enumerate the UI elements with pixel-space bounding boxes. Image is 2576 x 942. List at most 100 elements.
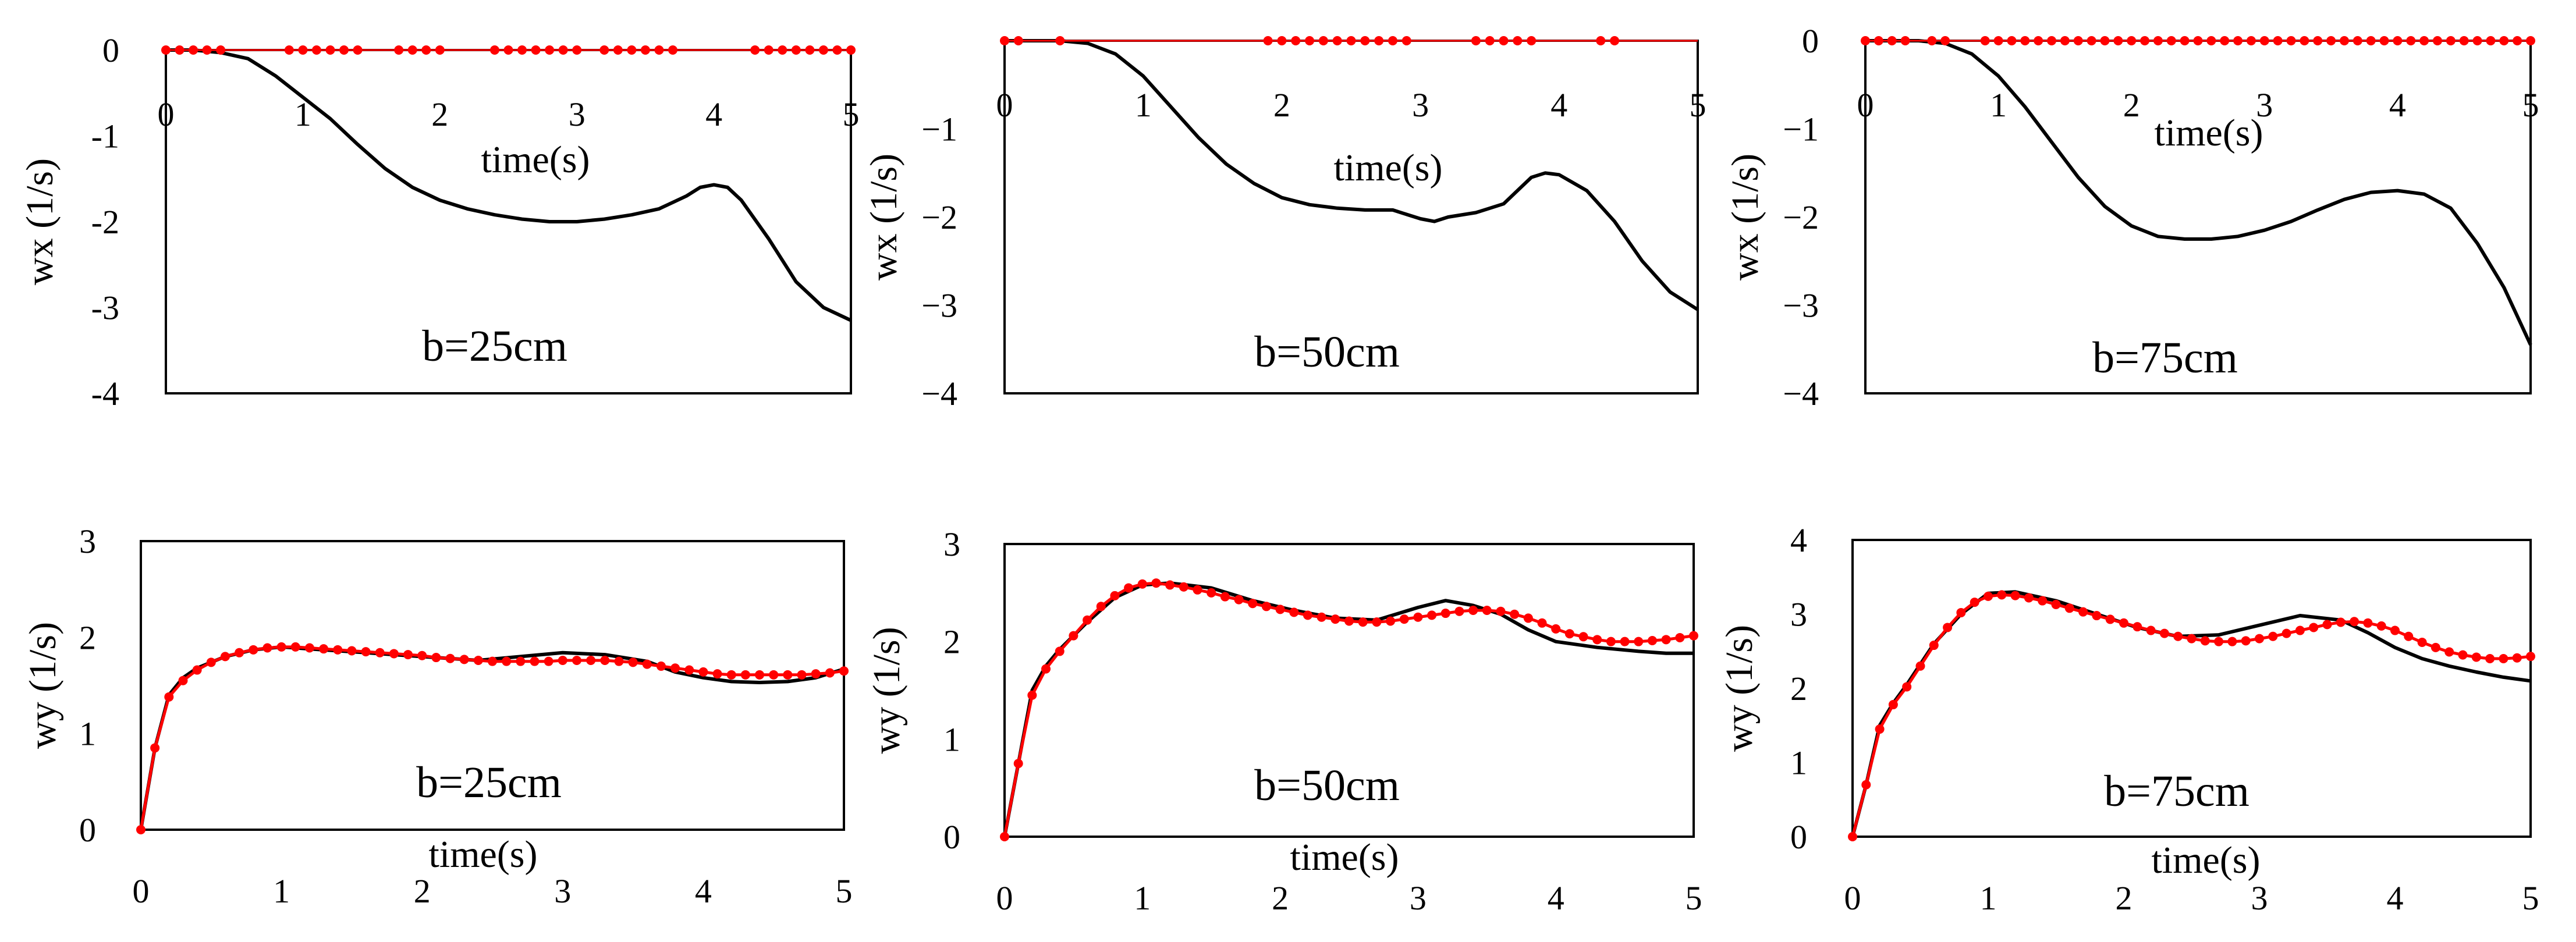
y-tick-label: 2 <box>79 618 96 656</box>
x-tick-label: 1 <box>1990 86 2007 124</box>
plot-frame <box>1003 543 1695 838</box>
data-point <box>262 643 272 653</box>
y-tick-label: 4 <box>1790 521 1807 559</box>
data-point <box>1305 36 1315 45</box>
y-axis-label: wx (1/s) <box>863 154 905 280</box>
data-point <box>1527 36 1537 45</box>
data-point <box>778 45 787 55</box>
data-point <box>654 45 664 55</box>
data-point <box>2206 36 2216 45</box>
data-point <box>136 825 146 834</box>
data-point <box>628 657 638 667</box>
data-point <box>445 653 455 663</box>
data-point <box>586 656 596 666</box>
data-point <box>1993 36 2003 45</box>
data-point <box>161 45 171 55</box>
series-simulated <box>136 642 849 834</box>
data-point <box>2078 607 2088 617</box>
x-tick-label: 3 <box>554 872 571 910</box>
data-point <box>2513 36 2522 45</box>
data-point <box>473 656 483 666</box>
data-point <box>613 45 623 55</box>
data-point <box>1332 36 1342 45</box>
data-point <box>698 667 708 677</box>
data-point <box>2034 36 2043 45</box>
x-tick-label: 0 <box>1857 86 1874 124</box>
data-point <box>1179 582 1188 592</box>
data-point <box>2459 36 2469 45</box>
data-point <box>2064 603 2074 613</box>
x-tick-label: 0 <box>996 879 1013 917</box>
x-tick-label: 2 <box>431 95 448 133</box>
data-point <box>755 670 765 680</box>
data-point <box>1013 759 1023 769</box>
data-point <box>1263 36 1273 45</box>
data-point <box>1606 637 1616 646</box>
x-tick-label: 1 <box>1134 879 1151 917</box>
y-tick-label: 2 <box>1790 670 1807 708</box>
y-tick-label: 2 <box>943 623 960 661</box>
data-point <box>805 45 815 55</box>
x-tick-label: 4 <box>2389 86 2406 124</box>
data-point <box>2200 636 2210 646</box>
data-point <box>2486 36 2496 45</box>
data-point <box>503 45 513 55</box>
data-point <box>2038 596 2048 606</box>
y-tick-label: -4 <box>91 375 119 413</box>
data-point <box>164 692 174 702</box>
data-point <box>572 656 581 666</box>
data-point <box>1330 614 1340 624</box>
plot-frame <box>1851 539 2532 838</box>
data-point <box>1055 36 1065 45</box>
x-tick-label: 5 <box>2522 86 2539 124</box>
series-line <box>1865 39 2532 346</box>
y-axis-label: wy (1/s) <box>865 627 908 753</box>
data-point <box>298 45 308 55</box>
data-point <box>1386 616 1396 626</box>
data-point <box>2419 36 2429 45</box>
y-tick-label: −3 <box>1783 287 1819 325</box>
data-point <box>2379 36 2389 45</box>
data-point <box>431 653 441 663</box>
data-point <box>2286 36 2296 45</box>
data-point <box>2227 637 2237 646</box>
panel-annotation: b=75cm <box>2104 767 2249 816</box>
data-point <box>1027 690 1037 700</box>
x-tick-label: 3 <box>1412 86 1429 124</box>
data-point <box>783 670 793 680</box>
data-point <box>192 665 202 675</box>
data-point <box>668 45 677 55</box>
data-point <box>1596 36 1606 45</box>
x-tick-label: 4 <box>2387 879 2404 917</box>
x-tick-label: 0 <box>1844 879 1861 917</box>
y-axis-label: wx (1/s) <box>1724 154 1766 280</box>
y-axis-label: wy (1/s) <box>1718 625 1761 752</box>
data-point <box>818 45 828 55</box>
data-point <box>684 665 694 675</box>
data-point <box>2417 637 2427 647</box>
data-point <box>1523 613 1533 623</box>
data-point <box>249 645 258 655</box>
x-axis-label: time(s) <box>1334 147 1443 189</box>
data-point <box>389 649 399 659</box>
series-simulated <box>1848 590 2535 841</box>
data-point <box>1592 635 1602 645</box>
data-point <box>1234 595 1244 605</box>
data-point <box>2499 654 2508 663</box>
x-tick-label: 5 <box>843 95 860 133</box>
data-point <box>311 45 321 55</box>
data-point <box>202 45 212 55</box>
data-point <box>2526 36 2535 45</box>
data-point <box>1620 637 1630 646</box>
data-point <box>1482 606 1492 616</box>
data-point <box>375 648 385 657</box>
data-point <box>1000 36 1009 45</box>
series-simulated <box>1000 578 1698 841</box>
data-point <box>1041 664 1051 674</box>
data-point <box>2295 625 2305 635</box>
data-point <box>558 45 568 55</box>
data-point <box>600 656 610 666</box>
data-point <box>1647 635 1657 645</box>
data-point <box>1151 578 1161 588</box>
